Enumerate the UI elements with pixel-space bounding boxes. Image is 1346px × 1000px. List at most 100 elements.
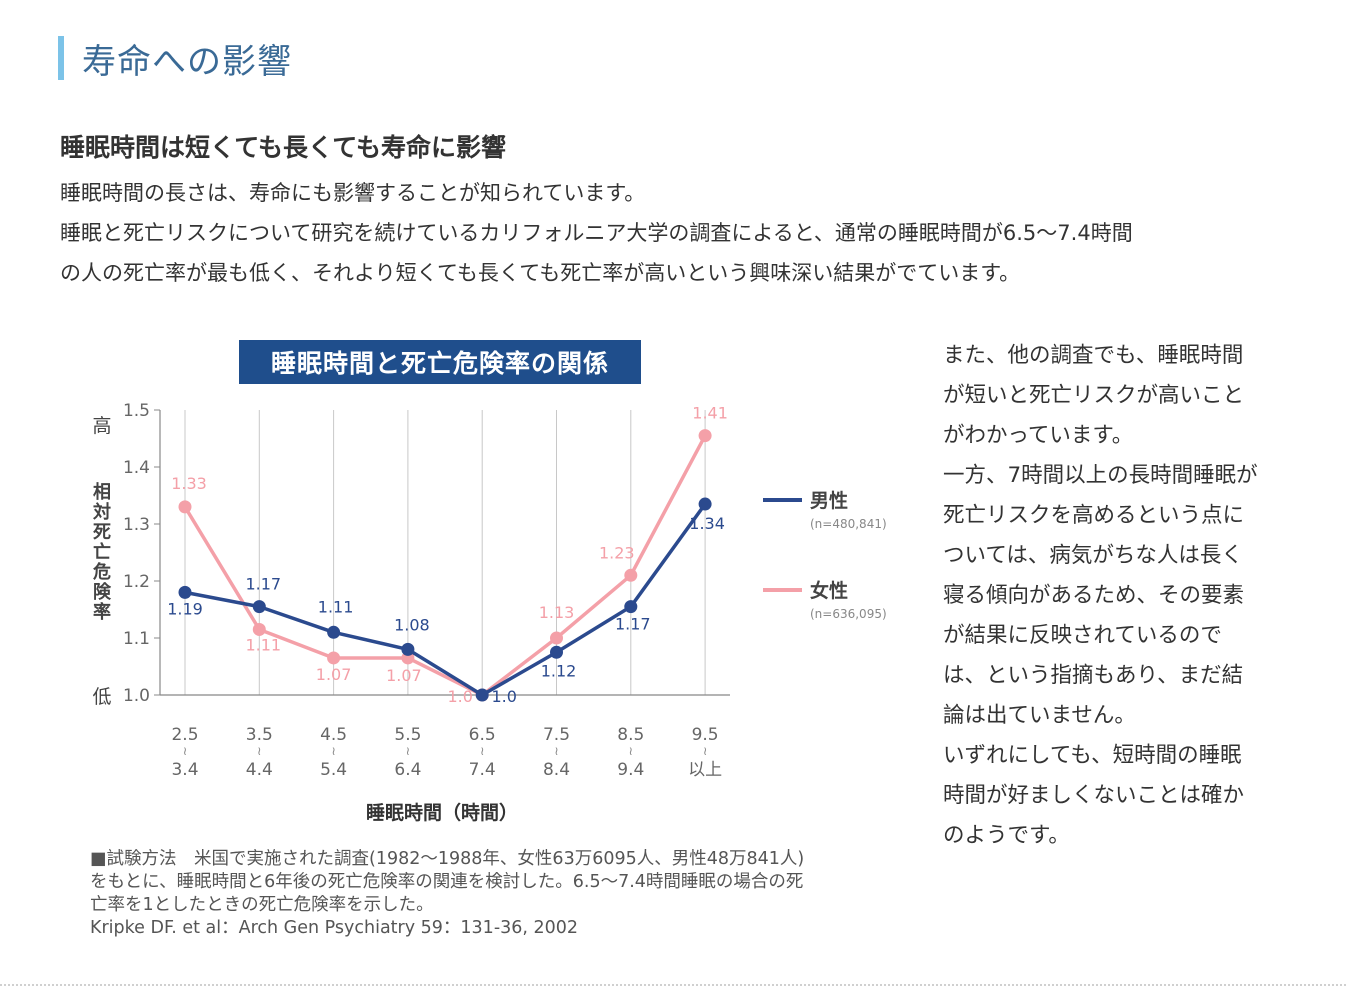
y-low-label: 低 xyxy=(92,686,111,708)
data-label-male: 1.34 xyxy=(689,514,725,533)
data-label-male: 1.11 xyxy=(318,597,354,616)
data-point-male xyxy=(475,688,489,702)
side-line: 一方、7時間以上の長時間睡眠が xyxy=(943,463,1258,488)
side-text: また、他の調査でも、睡眠時間 が短いと死亡リスクが高いこと がわかっています。 … xyxy=(943,336,1303,856)
y-tick-label: 1.4 xyxy=(123,458,150,478)
caption-line: Kripke DF. et al：Arch Gen Psychiatry 59：… xyxy=(90,918,579,938)
y-axis-title-char: 相 xyxy=(93,482,111,503)
data-point-male xyxy=(624,600,638,614)
x-axis-title: 睡眠時間（時間） xyxy=(366,801,518,824)
x-tick-label: 8.4 xyxy=(543,760,570,780)
side-line: ついては、病気がちな人は長く xyxy=(943,543,1243,568)
data-label-male: 1.08 xyxy=(394,615,430,634)
y-axis-title-char: 亡 xyxy=(93,541,111,563)
side-line: また、他の調査でも、睡眠時間 xyxy=(943,343,1244,368)
intro-line: 睡眠時間の長さは、寿命にも影響することが知られています。 xyxy=(60,181,646,205)
caption-line: をもとに、睡眠時間と6年後の死亡危険率の関連を検討した。6.5〜7.4時間睡眠の… xyxy=(90,872,804,892)
intro-line: 睡眠と死亡リスクについて研究を続けているカリフォルニア大学の調査によると、通常の… xyxy=(60,221,1133,245)
x-tick-label: 9.4 xyxy=(617,760,644,780)
section-title: 寿命への影響 xyxy=(82,41,292,82)
x-tick-label: 5.5 xyxy=(394,725,421,745)
data-point-male xyxy=(550,645,563,659)
x-tick-label: 2.5 xyxy=(171,725,198,745)
data-point-female xyxy=(252,622,266,636)
data-label-female: 1.11 xyxy=(245,635,281,654)
intro-line: の人の死亡率が最も低く、それより短くても長くても死亡率が高いという興味深い結果が… xyxy=(60,261,1021,285)
x-tick-label: 8.5 xyxy=(617,725,644,745)
data-point-male xyxy=(178,585,192,599)
y-axis-title-char: 危 xyxy=(92,561,111,583)
data-point-female xyxy=(550,631,563,645)
data-point-female xyxy=(327,651,341,665)
chart-figure: 睡眠時間と死亡危険率の関係 1.0 1.1 1.2 1.3 1.4 1.5 相対死亡危険率 2… xyxy=(80,330,930,950)
data-label-female: 1.07 xyxy=(316,665,352,684)
side-line: 寝る傾向があるため、その要素 xyxy=(943,583,1245,608)
data-label-female: 1.23 xyxy=(599,543,635,562)
x-tick-label: 7.5 xyxy=(543,725,570,745)
data-label-male: 1.17 xyxy=(245,575,281,594)
x-tick-label: 5.4 xyxy=(320,760,347,780)
side-line: 死亡リスクを高めるという点に xyxy=(943,503,1245,528)
intro-text: 睡眠時間の長さは、寿命にも影響することが知られています。 睡眠と死亡リスクについ… xyxy=(60,173,1300,293)
subheading: 睡眠時間は短くても長くても寿命に影響 xyxy=(60,133,507,162)
x-tick-connector: ≀ xyxy=(331,744,336,758)
x-tick-connector: ≀ xyxy=(703,744,708,758)
line-chart: 1.01.11.21.31.41.5相対死亡危険率2.5≀3.43.5≀4.44… xyxy=(92,401,887,824)
data-point-female xyxy=(178,500,192,514)
x-tick-label: 6.5 xyxy=(469,725,496,745)
x-tick-connector: ≀ xyxy=(183,744,188,758)
y-axis-title-char: 死 xyxy=(93,522,111,543)
x-tick-connector: ≀ xyxy=(406,744,411,758)
legend-n-male: (n=480,841) xyxy=(810,517,887,531)
side-line: 時間が好ましくないことは確か xyxy=(943,783,1245,808)
y-tick-label: 1.5 xyxy=(123,401,150,421)
y-tick-label: 1.1 xyxy=(123,629,150,649)
data-label-female: 1.07 xyxy=(386,666,422,685)
y-high-label: 高 xyxy=(92,415,111,437)
side-line: が結果に反映されているので xyxy=(943,623,1222,648)
x-tick-label: 6.4 xyxy=(394,760,421,780)
x-tick-connector: ≀ xyxy=(480,744,485,758)
y-tick-label: 1.2 xyxy=(123,572,150,592)
side-line: がわかっています。 xyxy=(943,423,1134,448)
caption-line: 亡率を1としたときの死亡危険率を示した。 xyxy=(90,895,434,915)
legend-label-female: 女性 xyxy=(810,579,848,602)
data-label-male: 1.0 xyxy=(491,687,516,706)
caption-line: ■試験方法 米国で実施された調査(1982〜1988年、女性63万6095人、男… xyxy=(90,849,805,869)
data-label-male: 1.17 xyxy=(615,615,651,634)
data-label-female: 1.41 xyxy=(692,404,728,423)
data-label-female: 1.33 xyxy=(171,474,207,493)
y-axis-title-char: 険 xyxy=(93,581,112,603)
side-line: のようです。 xyxy=(943,823,1070,848)
data-label-male: 1.12 xyxy=(541,661,577,680)
x-tick-connector: ≀ xyxy=(257,744,262,758)
x-tick-connector: ≀ xyxy=(629,744,634,758)
legend-label-male: 男性 xyxy=(810,489,848,512)
chart-caption: ■試験方法 米国で実施された調査(1982〜1988年、女性63万6095人、男… xyxy=(90,848,920,940)
data-label-female: 1.0 xyxy=(447,687,472,706)
data-point-male xyxy=(401,642,415,656)
x-tick-label: 4.4 xyxy=(246,760,273,780)
x-tick-label: 以上 xyxy=(688,760,722,780)
side-line: が短いと死亡リスクが高いこと xyxy=(943,383,1245,408)
side-line: 論は出ていません。 xyxy=(943,703,1136,728)
data-point-female xyxy=(624,568,638,582)
y-axis-title-char: 対 xyxy=(92,501,111,523)
legend-n-female: (n=636,095) xyxy=(810,607,887,621)
x-tick-label: 3.4 xyxy=(171,760,198,780)
side-line: いずれにしても、短時間の睡眠 xyxy=(943,743,1242,768)
y-tick-label: 1.0 xyxy=(123,686,150,706)
data-point-male xyxy=(327,625,341,639)
data-point-male xyxy=(252,600,266,614)
side-line: は、という指摘もあり、まだ結 xyxy=(943,663,1244,688)
series-line-female xyxy=(183,434,707,697)
x-tick-label: 4.5 xyxy=(320,725,347,745)
data-label-female: 1.13 xyxy=(539,603,575,622)
section-heading: 寿命への影響 xyxy=(58,36,292,82)
series-line-male xyxy=(184,503,707,697)
y-axis-title-char: 率 xyxy=(93,601,111,623)
bottom-divider xyxy=(0,984,1346,986)
data-label-male: 1.19 xyxy=(167,599,203,618)
x-tick-label: 9.5 xyxy=(692,725,719,745)
y-tick-label: 1.3 xyxy=(123,515,150,535)
